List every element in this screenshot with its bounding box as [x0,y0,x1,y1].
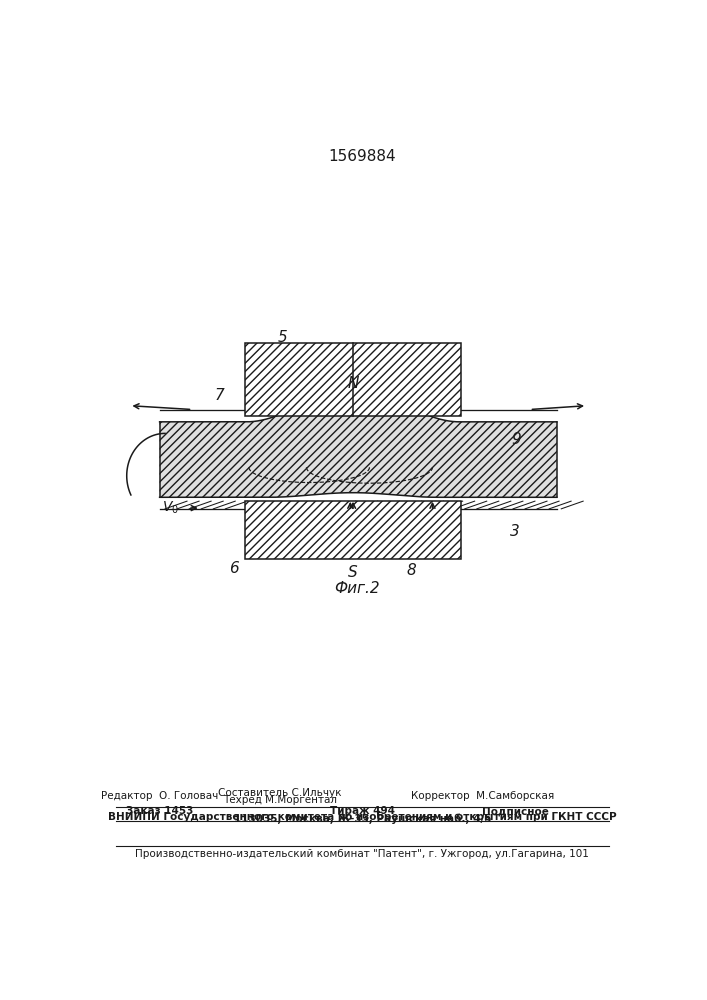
Text: 9: 9 [511,432,520,447]
Text: Корректор  М.Самборская: Корректор М.Самборская [411,791,554,801]
Text: $V_0$: $V_0$ [163,500,180,516]
Text: Заказ 1453: Заказ 1453 [126,806,193,816]
Text: Редактор  О. Головач: Редактор О. Головач [101,791,218,801]
Text: Производственно-издательский комбинат "Патент", г. Ужгород, ул.Гагарина, 101: Производственно-издательский комбинат "П… [136,849,589,859]
Text: Техред М.Моргентал: Техред М.Моргентал [223,795,337,805]
Text: S: S [349,565,358,580]
Text: 5: 5 [278,330,288,345]
Text: Составитель С.Ильчук: Составитель С.Ильчук [218,788,342,798]
Text: Тираж 494: Тираж 494 [330,806,395,816]
Text: 7: 7 [215,388,225,403]
Text: 6: 6 [228,561,238,576]
Text: ВНИИПИ Государственного комитета по изобретениям и открытиям при ГКНТ СССР: ВНИИПИ Государственного комитета по изоб… [108,812,617,822]
Bar [245,343,461,416]
Text: Подписное: Подписное [482,806,549,816]
Text: N: N [347,376,358,391]
Polygon shape [160,390,557,497]
Text: 113035, Москва, Ж-35, Раушская наб., 4/5: 113035, Москва, Ж-35, Раушская наб., 4/5 [233,813,491,824]
Text: 3: 3 [510,524,520,539]
Bar [245,501,461,559]
Text: Фиг.2: Фиг.2 [334,581,380,596]
Text: 1569884: 1569884 [329,149,396,164]
Text: 8: 8 [407,563,416,578]
